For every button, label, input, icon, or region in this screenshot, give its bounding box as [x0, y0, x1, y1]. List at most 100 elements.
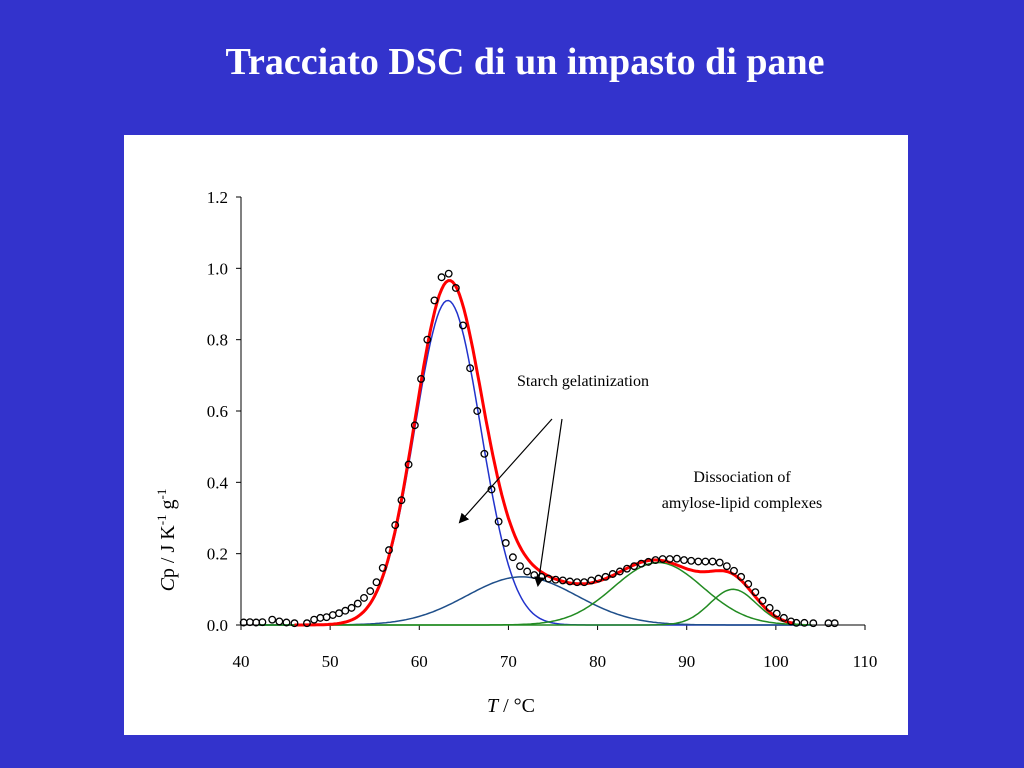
- component-curve-starch-broad: [258, 576, 812, 626]
- data-point: [715, 558, 724, 567]
- data-point: [360, 593, 368, 602]
- y-tick-label: 1.0: [207, 259, 228, 278]
- data-point: [580, 578, 589, 587]
- data-point: [501, 539, 510, 547]
- arrow-starch-broad: [534, 418, 563, 587]
- x-tick-label: 40: [233, 652, 250, 671]
- x-axis-label: T / °C: [487, 695, 535, 717]
- data-point: [459, 321, 467, 330]
- annotation-dissociation-1: Dissociation of: [693, 469, 791, 486]
- data-point: [830, 619, 839, 628]
- data-point: [417, 374, 426, 383]
- data-point: [480, 449, 489, 458]
- data-point: [290, 619, 299, 628]
- data-point: [792, 618, 801, 627]
- data-point: [466, 364, 475, 373]
- data-point: [608, 570, 617, 578]
- data-point: [601, 572, 610, 581]
- data-point: [680, 556, 688, 565]
- data-point: [694, 557, 703, 566]
- y-tick-label: 0.6: [207, 402, 228, 421]
- data-point: [404, 460, 413, 469]
- measured-points: [239, 269, 839, 628]
- x-tick-label: 50: [322, 652, 339, 671]
- annotation-dissociation-2: amylose-lipid complexes: [662, 495, 822, 512]
- data-point: [353, 599, 362, 608]
- data-point: [800, 618, 809, 627]
- data-point: [508, 553, 517, 562]
- fit-curve-total: [294, 279, 794, 627]
- y-tick-label: 0.4: [207, 473, 229, 492]
- annotations: [458, 418, 563, 587]
- data-point: [494, 517, 503, 526]
- data-point: [347, 603, 356, 612]
- data-point: [737, 572, 746, 581]
- data-point: [430, 296, 439, 305]
- data-point: [397, 496, 406, 505]
- annotation-starch: Starch gelatinization: [517, 373, 649, 390]
- data-point: [765, 603, 774, 612]
- data-point: [644, 557, 653, 566]
- data-point: [473, 407, 482, 415]
- data-point: [722, 562, 731, 571]
- y-tick-label: 0.2: [207, 545, 228, 564]
- data-point: [687, 556, 696, 565]
- x-tick-label: 90: [678, 652, 695, 671]
- dsc-chart: 0.00.20.40.60.81.01.240 50 60 70 80 90 100 110 …: [154, 188, 878, 717]
- data-point: [779, 613, 788, 622]
- data-point: [268, 615, 277, 624]
- fit-curves: [258, 279, 812, 627]
- data-point: [587, 576, 596, 585]
- data-point: [391, 521, 400, 530]
- data-point: [275, 617, 284, 626]
- data-point: [544, 574, 553, 583]
- data-point: [423, 335, 432, 344]
- y-tick-label: 0.0: [207, 616, 228, 635]
- data-point: [594, 574, 603, 583]
- x-tick-label: 100: [763, 652, 789, 671]
- slide-title: Tracciato DSC di un impasto di pane: [225, 41, 825, 83]
- data-point: [328, 611, 337, 619]
- data-point: [282, 618, 291, 627]
- data-point: [341, 606, 350, 615]
- chart-panel: 0.0 0.2 0.4 0.6 0.8 1.0 1.2 40 50 60 70 80 90 100 110 …: [124, 135, 908, 735]
- data-point: [672, 554, 681, 563]
- data-point: [758, 596, 767, 605]
- y-tick-label: 1.2: [207, 188, 228, 207]
- data-point: [258, 618, 267, 627]
- data-point: [615, 567, 624, 576]
- data-point: [378, 563, 387, 572]
- component-curve-starch-main: [258, 299, 812, 626]
- data-point: [651, 556, 660, 565]
- data-point: [437, 273, 446, 282]
- data-point: [730, 566, 738, 575]
- data-point: [809, 619, 818, 628]
- data-point: [637, 559, 646, 568]
- data-point: [310, 615, 319, 624]
- data-point: [366, 587, 375, 596]
- data-point: [372, 578, 381, 587]
- data-point: [623, 564, 631, 573]
- x-tick-label: 80: [589, 652, 606, 671]
- data-point: [701, 557, 710, 566]
- data-point: [772, 609, 781, 618]
- data-point: [385, 546, 393, 555]
- data-point: [451, 283, 460, 292]
- data-point: [708, 557, 717, 566]
- x-tick-label: 70: [500, 652, 517, 671]
- arrow-starch-main: [458, 418, 553, 524]
- data-point: [744, 580, 753, 588]
- x-tick-label: 110: [853, 652, 878, 671]
- data-point: [516, 562, 524, 571]
- data-point: [558, 576, 567, 585]
- data-point: [630, 562, 639, 571]
- data-point: [444, 269, 453, 278]
- data-point: [523, 567, 532, 576]
- data-point: [303, 619, 311, 628]
- data-point: [751, 588, 760, 597]
- component-curve-complex-2: [258, 588, 812, 626]
- y-tick-label: 0.8: [207, 331, 228, 350]
- data-point: [410, 421, 419, 430]
- axes: 0.0 0.2 0.4 0.6 0.8 1.0 1.2 40 50 60 70 80 90 100 110: [207, 188, 878, 671]
- x-tick-label: 60: [411, 652, 428, 671]
